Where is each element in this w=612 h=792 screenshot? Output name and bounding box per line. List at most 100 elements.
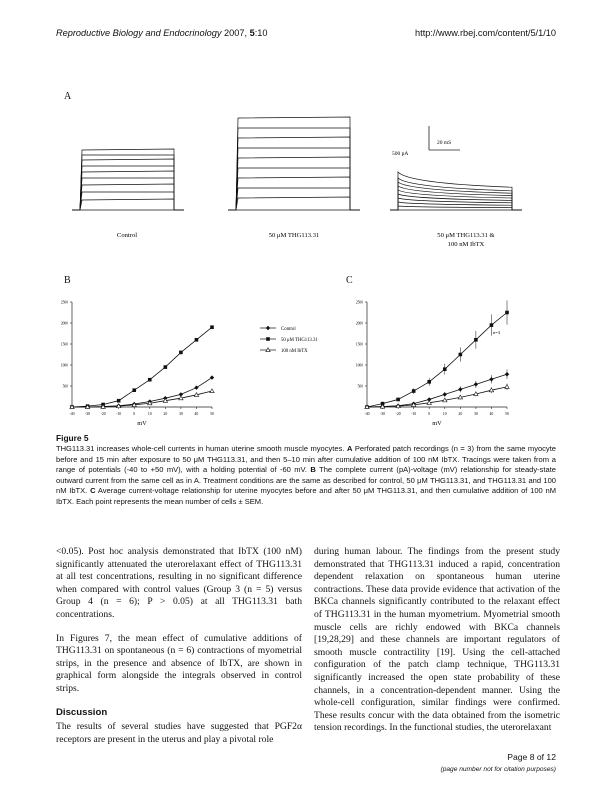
data-point xyxy=(396,397,400,402)
data-point xyxy=(410,402,417,407)
legend-marker xyxy=(265,325,271,331)
panel-b-letter: B xyxy=(64,275,71,286)
panel-c-chart: 500 1000 1500 2000 2500 -40 -30 -20 -10 0 10 20 30 40… xyxy=(356,300,510,427)
panel-a-label-thg-ibtx-1: 50 μM THG113.31 & xyxy=(437,232,495,239)
current-trace xyxy=(72,148,184,211)
panel-a-label-thg: 50 μM THG113.31 xyxy=(269,232,320,239)
x-tick-label: 50 xyxy=(210,412,214,416)
x-tick-label: 0 xyxy=(133,412,135,416)
caption-run: Average current-voltage relationship for… xyxy=(56,486,557,506)
data-point xyxy=(395,403,401,409)
data-point xyxy=(100,403,106,409)
panel-a-label-control: Control xyxy=(117,232,137,239)
x-tick-label: -20 xyxy=(101,412,106,416)
left-paragraph-2: In Figures 7, the mean effect of cumulat… xyxy=(56,632,302,694)
current-trace xyxy=(72,170,184,211)
current-trace xyxy=(228,176,360,211)
x-tick-label: -10 xyxy=(411,412,416,416)
current-trace xyxy=(228,187,360,211)
data-point xyxy=(427,380,432,384)
data-point xyxy=(489,377,494,382)
current-trace xyxy=(72,191,184,211)
data-point xyxy=(380,401,385,406)
y-tick-label: 1500 xyxy=(356,343,363,347)
y-tick-label: 1000 xyxy=(61,364,68,368)
x-tick-label: -30 xyxy=(85,412,90,416)
data-point xyxy=(442,392,447,397)
data-point xyxy=(115,403,122,409)
x-tick-label: -10 xyxy=(116,412,121,416)
y-tick-label: 2000 xyxy=(61,322,68,326)
series-line xyxy=(366,312,508,408)
current-trace xyxy=(228,196,360,211)
data-point xyxy=(473,382,479,387)
right-column: during human labour. The findings from t… xyxy=(314,546,560,746)
caption-run: THG113.31 increases whole-cell currents … xyxy=(56,444,347,453)
panel-a-traces: Control 50 μM THG113.31 50 μM THG113.31 … xyxy=(72,116,522,248)
data-point xyxy=(194,338,199,342)
legend-label: Control xyxy=(281,327,296,332)
x-tick-label: 30 xyxy=(474,412,478,416)
journal-header: Reproductive Biology and Endocrinology 2… xyxy=(56,28,268,38)
series-line xyxy=(72,377,213,408)
data-point xyxy=(504,384,510,389)
data-point xyxy=(163,365,168,369)
discussion-heading: Discussion xyxy=(56,706,108,718)
y-tick-label: 1000 xyxy=(356,364,363,368)
legend-label: 50 μM THG113.31 xyxy=(281,338,318,343)
panel-a-label-thg-ibtx-2: 100 nM IbTX xyxy=(448,241,485,248)
data-point xyxy=(162,397,169,403)
legend-marker xyxy=(265,347,271,352)
x-tick-label: 10 xyxy=(443,412,447,416)
x-tick-label: -20 xyxy=(396,412,401,416)
x-tick-label: 40 xyxy=(490,412,494,416)
data-point xyxy=(379,403,386,409)
left-column: <0.05). Post hoc analysis demonstrated t… xyxy=(56,546,302,757)
data-point xyxy=(474,338,478,342)
caption-run: A xyxy=(346,444,353,453)
current-trace xyxy=(72,183,184,211)
data-point xyxy=(473,391,479,396)
data-point xyxy=(84,404,91,409)
data-point xyxy=(131,402,137,407)
x-tick-label: 10 xyxy=(148,412,152,416)
y-tick-label: 2500 xyxy=(356,301,363,305)
current-trace xyxy=(72,165,184,211)
article-url[interactable]: http://www.rbej.com/content/5/1/10 xyxy=(415,28,556,38)
legend-marker xyxy=(266,337,270,341)
current-trace xyxy=(72,177,184,211)
x-tick-label: 20 xyxy=(458,412,462,416)
data-point xyxy=(194,385,199,390)
data-point xyxy=(210,325,214,329)
data-point xyxy=(364,404,370,409)
page-number: Page 8 of 12 xyxy=(507,752,556,762)
current-trace xyxy=(390,197,522,211)
caption-run: Perforated patch recordings (n = 3) from… xyxy=(56,444,557,475)
data-point xyxy=(489,323,494,327)
current-trace xyxy=(390,201,522,211)
x-tick-label: -40 xyxy=(69,412,74,416)
left-paragraph-1: <0.05). Post hoc analysis demonstrated t… xyxy=(56,546,302,620)
panel-a-letter: A xyxy=(64,91,72,102)
x-tick-label: 30 xyxy=(179,412,183,416)
current-trace xyxy=(72,198,184,211)
series-line xyxy=(72,390,213,408)
n-annotation: n=3 xyxy=(493,330,501,335)
scale-current-label: 500 pA xyxy=(392,151,408,157)
series-line xyxy=(71,326,213,408)
y-tick-label: 1500 xyxy=(61,343,68,347)
current-trace xyxy=(228,156,360,211)
journal-name: Reproductive Biology and Endocrinology xyxy=(56,28,222,38)
x-tick-label: 40 xyxy=(195,412,199,416)
x-axis-label: mV xyxy=(432,420,442,427)
data-point xyxy=(505,310,509,315)
panel-c-letter: C xyxy=(346,275,353,286)
current-trace xyxy=(228,116,360,211)
data-point xyxy=(426,400,432,405)
x-tick-label: 20 xyxy=(163,412,167,416)
journal-issue: :10 xyxy=(254,28,268,38)
data-point xyxy=(209,375,215,380)
data-point xyxy=(458,352,463,357)
figure-caption: THG113.31 increases whole-cell currents … xyxy=(56,444,556,508)
caption-run: C xyxy=(90,486,96,496)
